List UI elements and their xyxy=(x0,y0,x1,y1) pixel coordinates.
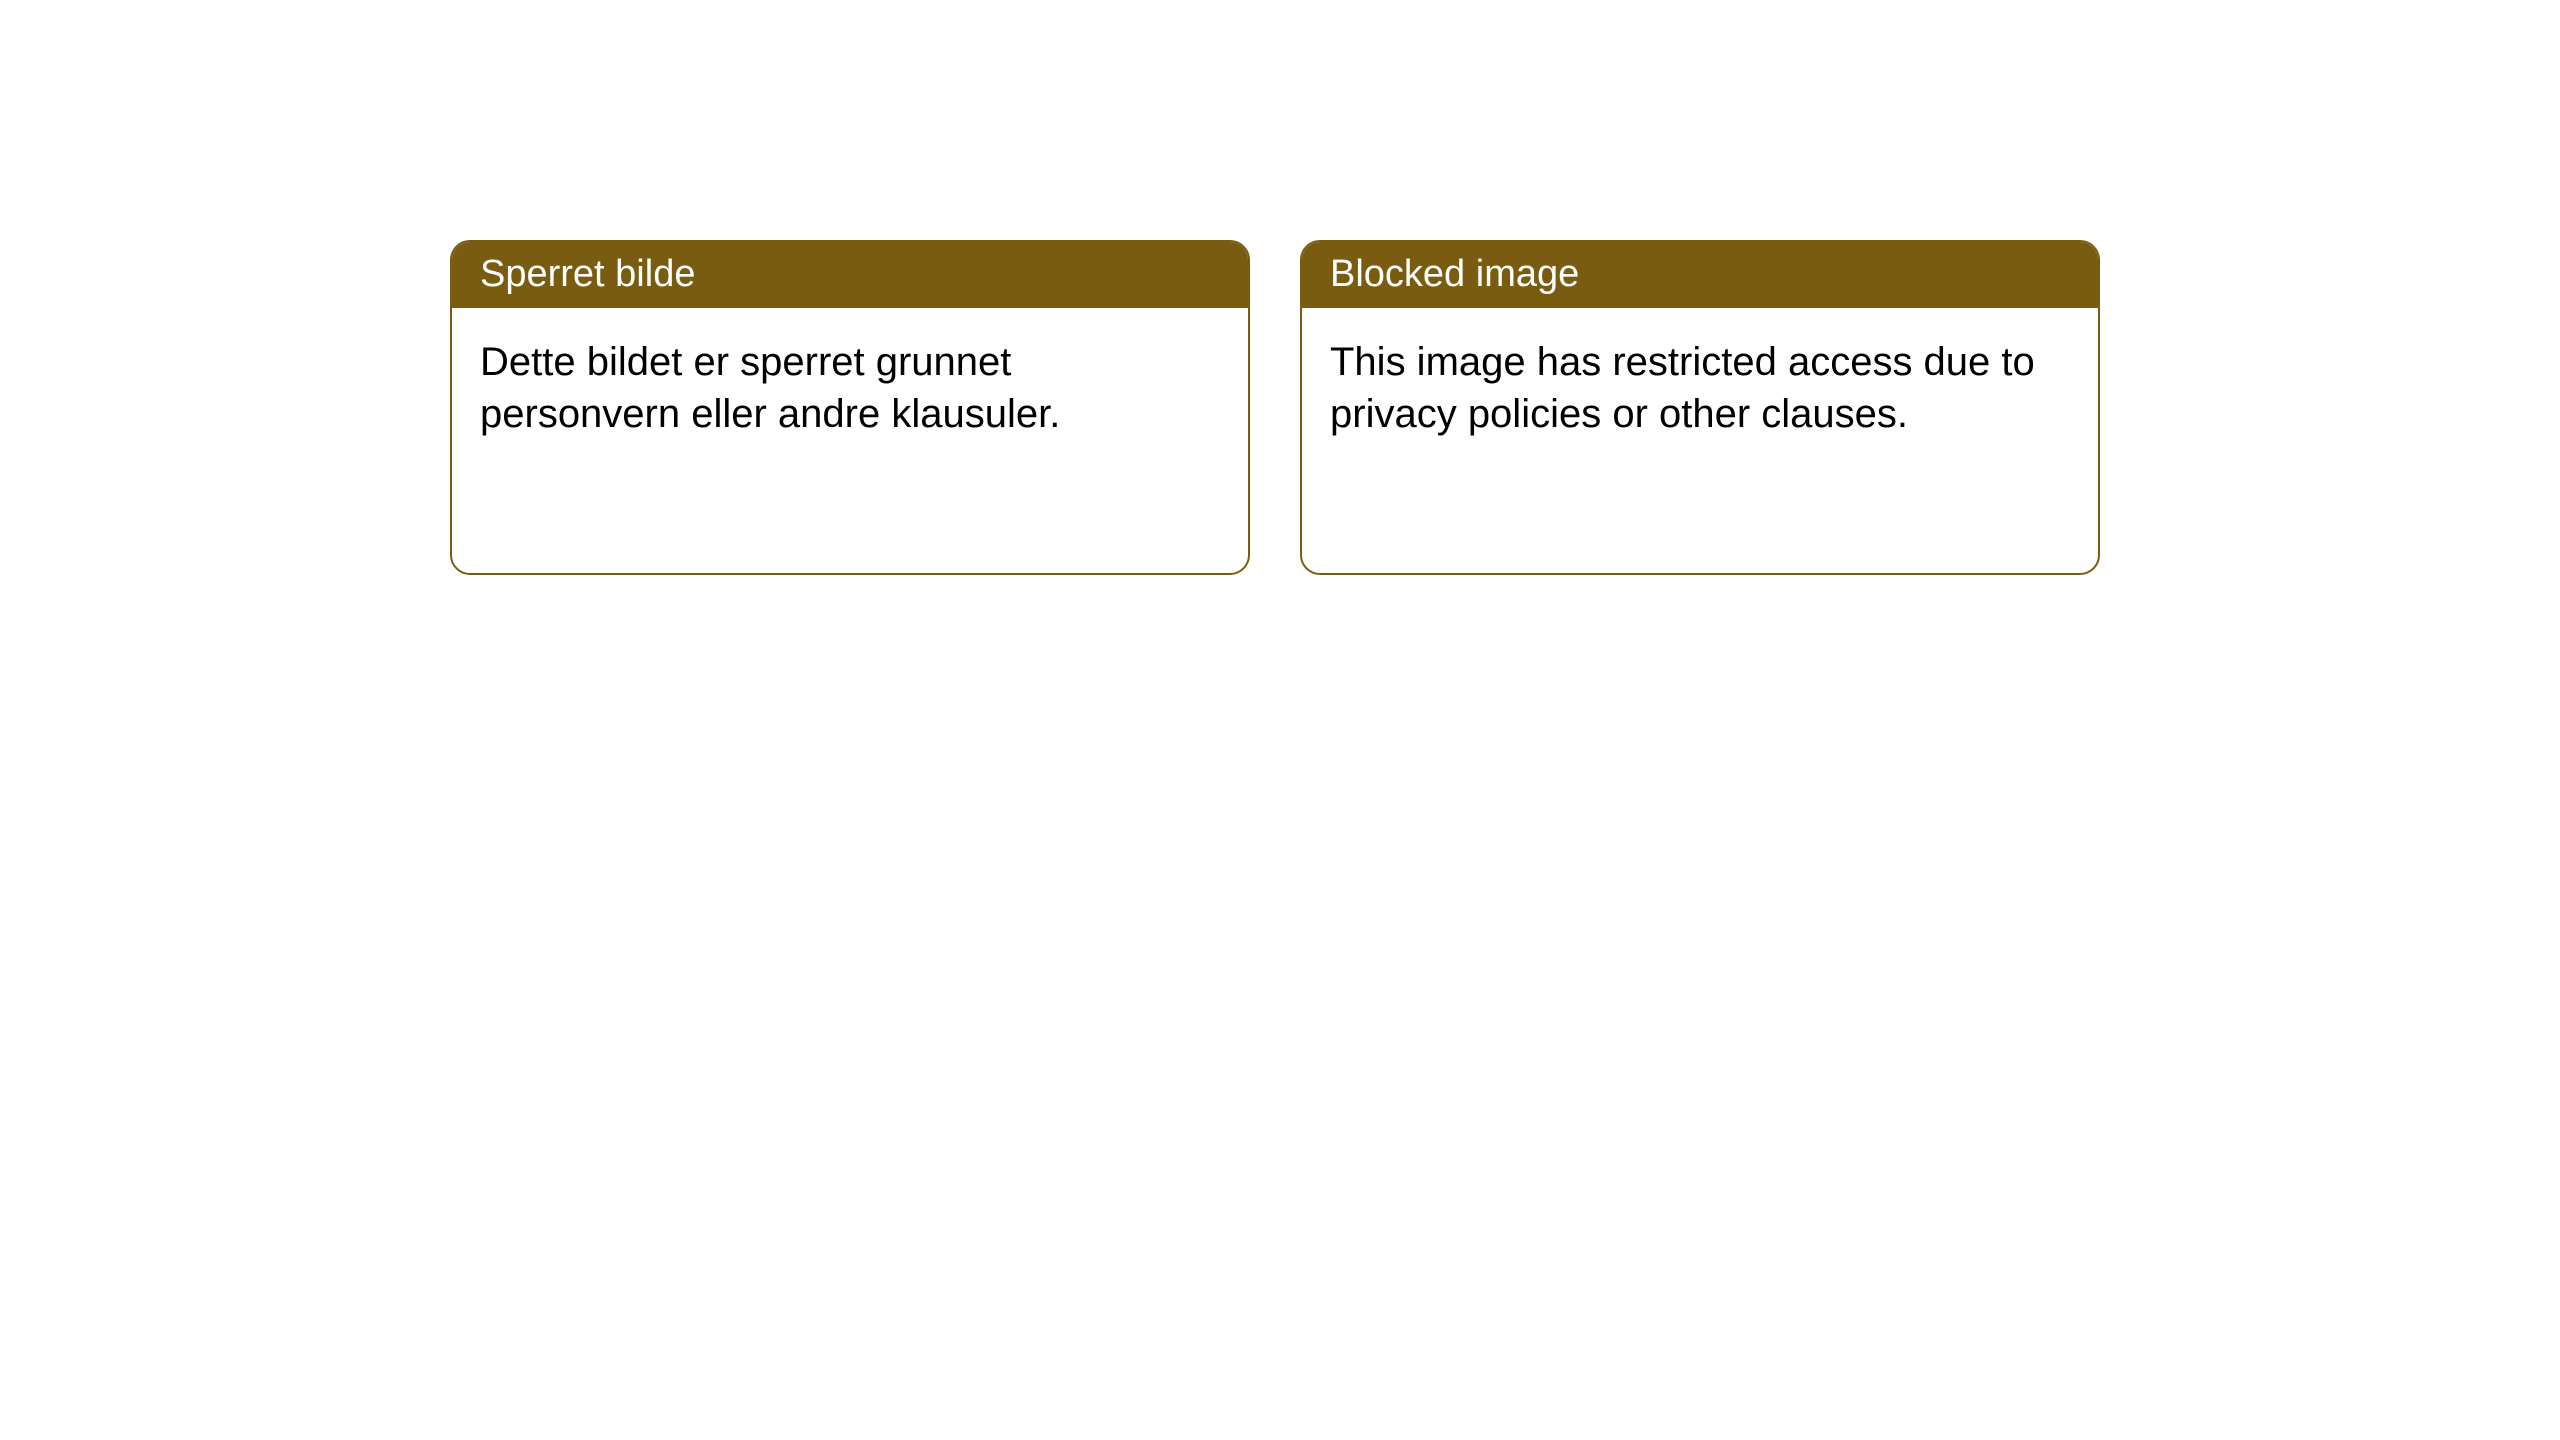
notice-card-norwegian: Sperret bilde Dette bildet er sperret gr… xyxy=(450,240,1250,575)
card-header: Blocked image xyxy=(1302,242,2098,308)
card-title: Blocked image xyxy=(1330,253,1579,295)
card-title: Sperret bilde xyxy=(480,253,695,295)
card-message: Dette bildet er sperret grunnet personve… xyxy=(480,340,1060,436)
card-header: Sperret bilde xyxy=(452,242,1248,308)
card-body: This image has restricted access due to … xyxy=(1302,308,2098,468)
card-message: This image has restricted access due to … xyxy=(1330,340,2035,436)
card-body: Dette bildet er sperret grunnet personve… xyxy=(452,308,1248,468)
notice-card-english: Blocked image This image has restricted … xyxy=(1300,240,2100,575)
notice-container: Sperret bilde Dette bildet er sperret gr… xyxy=(0,0,2560,575)
